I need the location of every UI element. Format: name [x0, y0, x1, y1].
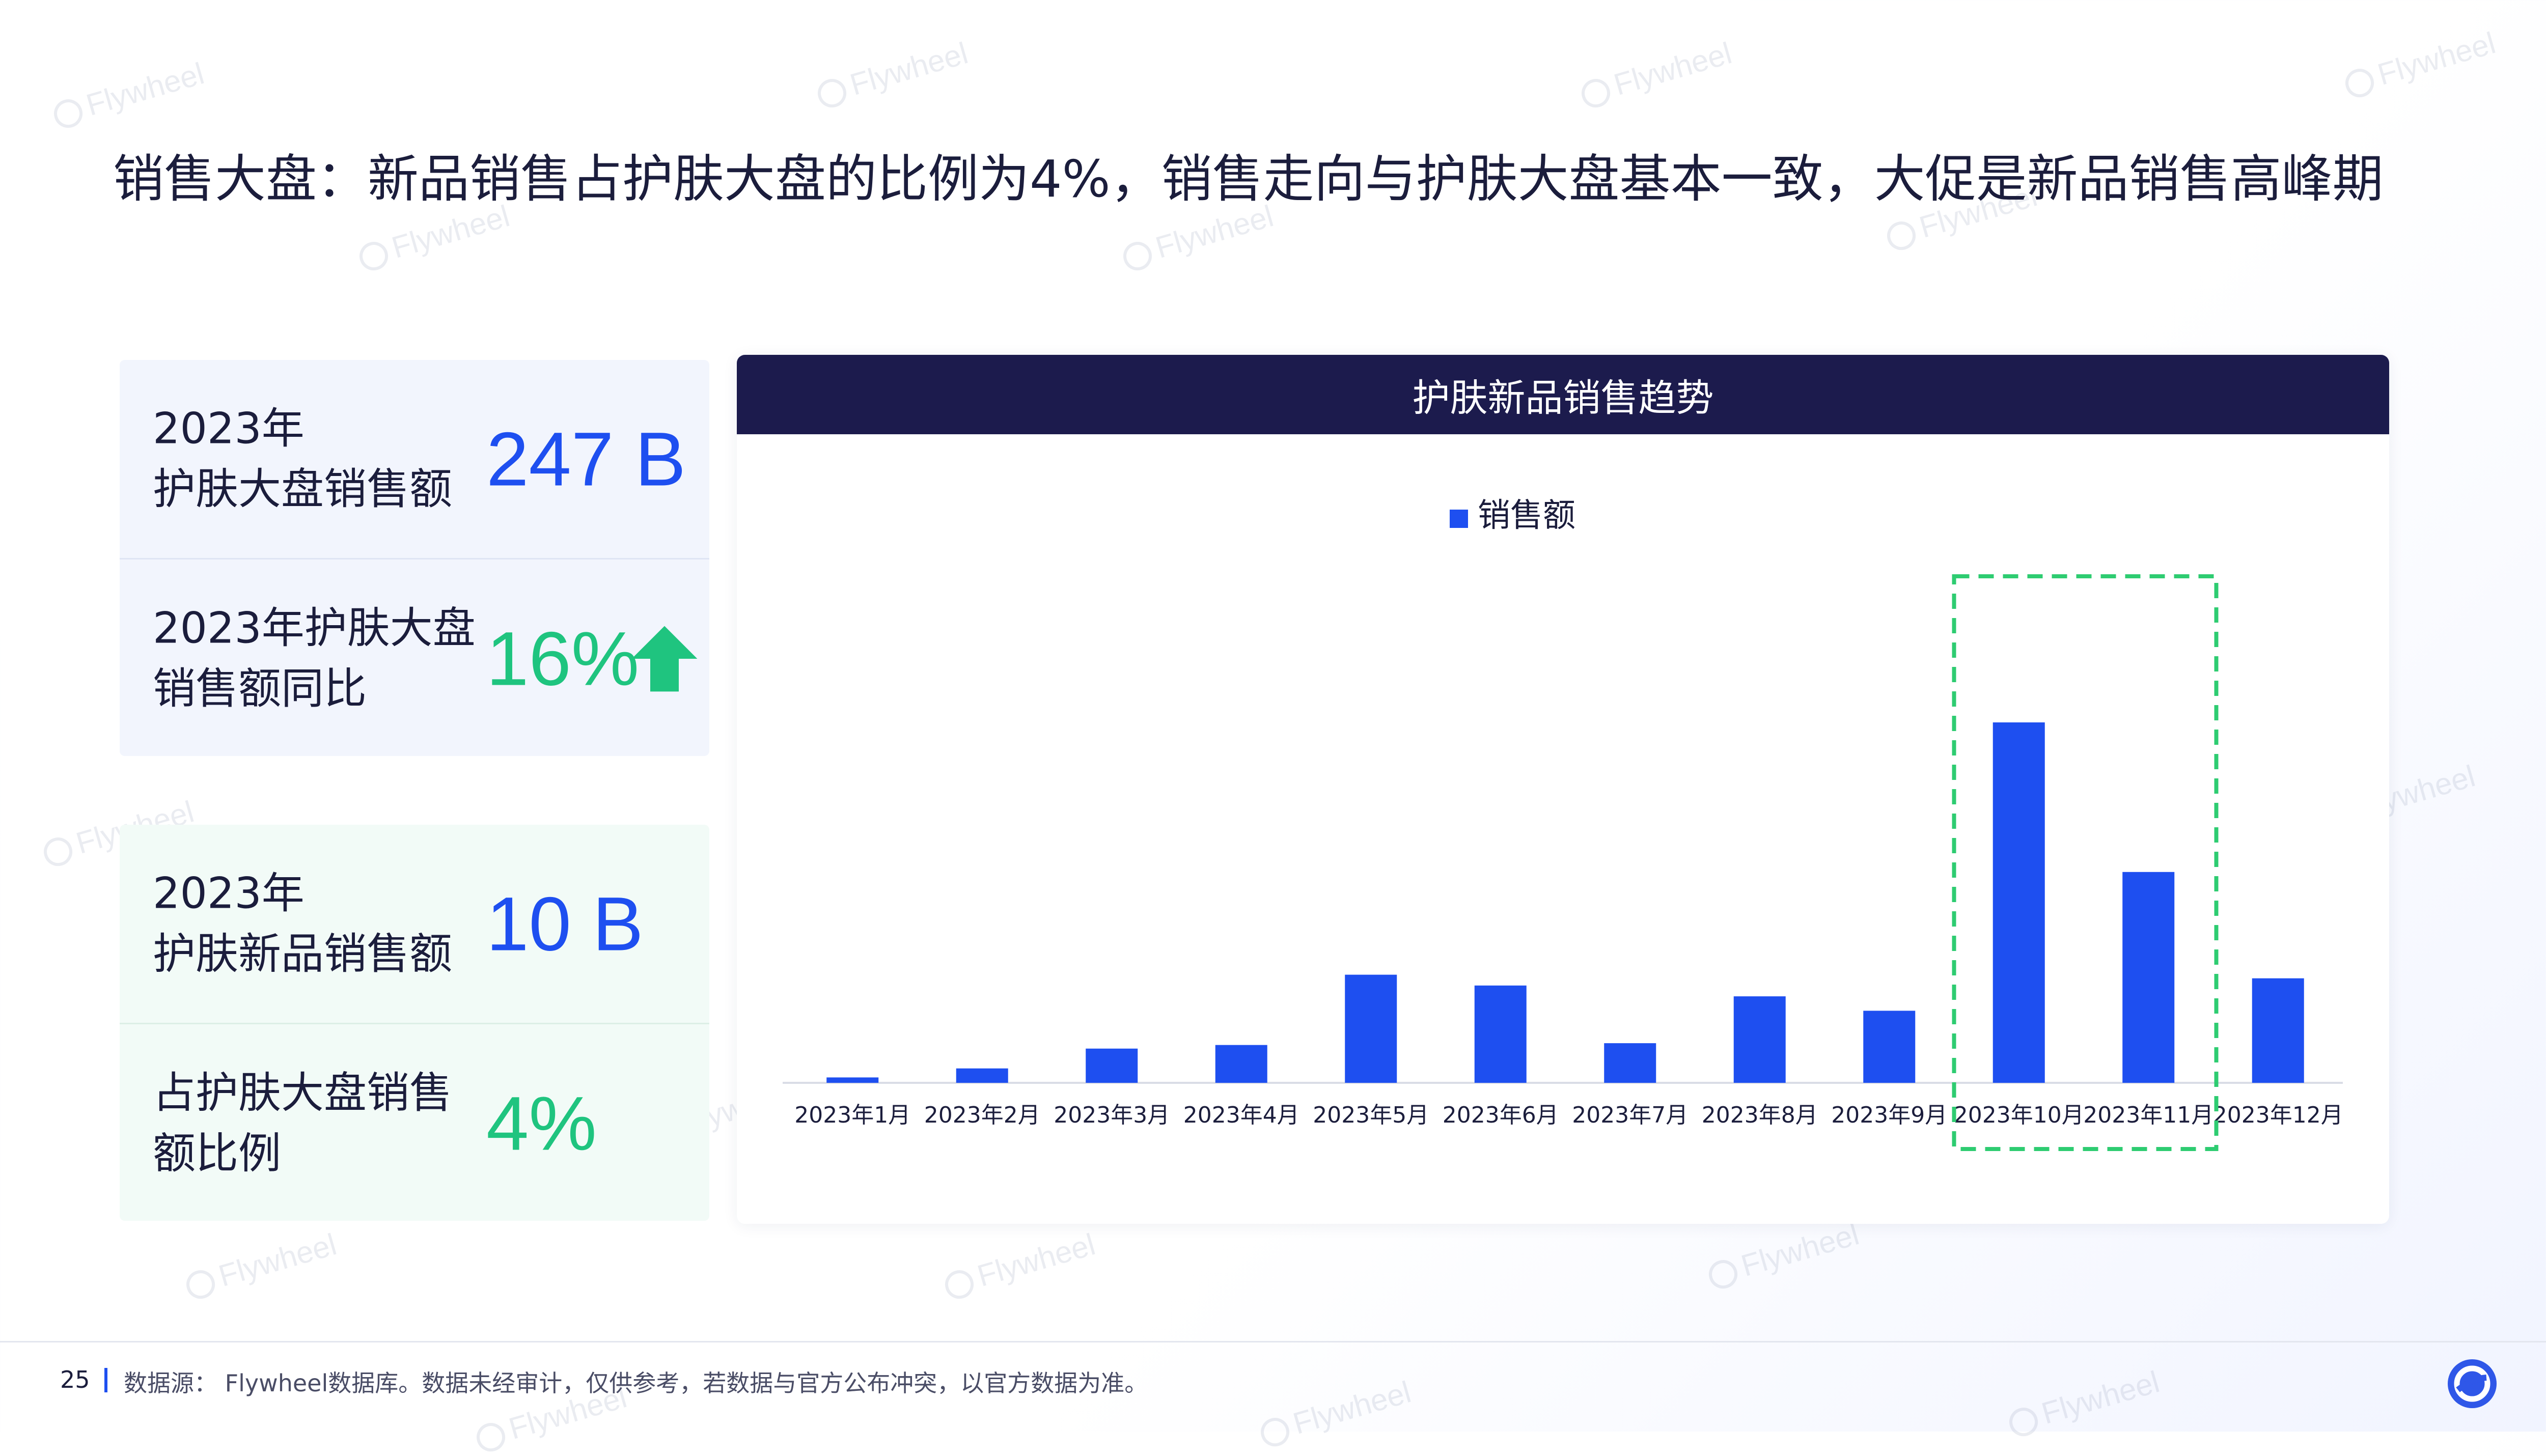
legend-swatch	[1450, 510, 1468, 528]
x-tick-label: 2023年9月	[1831, 1102, 1947, 1128]
watermark-text: Flywheel	[940, 1226, 1099, 1303]
x-tick-label: 2023年4月	[1183, 1102, 1299, 1128]
kpi-label: 2023年护肤大盘 销售额同比	[153, 603, 476, 714]
highlight-box	[1952, 574, 2219, 1151]
x-tick-label: 2023年7月	[1572, 1102, 1688, 1128]
bar-7	[1604, 1043, 1656, 1083]
chart-plot: 销售额 2023年1月 2023年2月 2023年3月 2023年4月 2023年5月 20…	[783, 497, 2343, 1151]
watermark-text: Flywheel	[813, 35, 972, 111]
watermark-text: Flywheel	[1704, 1216, 1863, 1293]
bar-6	[1474, 985, 1527, 1083]
kpi-market-yoy: 2023年护肤大盘 销售额同比 16%	[120, 558, 709, 758]
bar-9	[1863, 1011, 1916, 1083]
flywheel-logo-icon	[2448, 1359, 2497, 1408]
x-tick-label: 2023年3月	[1054, 1102, 1170, 1128]
watermark-text: Flywheel	[1576, 35, 1735, 111]
bar-10	[1992, 722, 2045, 1083]
watermark-text: Flywheel	[49, 55, 208, 132]
x-tick-label: 2023年2月	[924, 1102, 1040, 1128]
chart-panel: 护肤新品销售趋势 销售额 2023年1月 2023年2月 2023年3月 2023年4月…	[737, 355, 2389, 1224]
up-arrow-icon	[631, 626, 698, 691]
bar-12	[2252, 978, 2304, 1083]
watermark-text: Flywheel	[1256, 1374, 1415, 1450]
chart-title: 护肤新品销售趋势	[737, 355, 2389, 434]
x-tick-label: 2023年12月	[2213, 1102, 2343, 1128]
kpi-group-market: 2023年 护肤大盘销售额 247 B 2023年护肤大盘 销售额同比 16%	[120, 360, 709, 756]
bar-11	[2122, 872, 2175, 1083]
watermark-text: Flywheel	[2004, 1364, 2163, 1440]
bar-1	[826, 1077, 879, 1083]
kpi-value: 16%	[486, 615, 640, 701]
watermark-text: Flywheel	[181, 1226, 340, 1303]
kpi-label: 占护肤大盘销售 额比例	[153, 1068, 453, 1179]
kpi-new-share: 占护肤大盘销售 额比例 4%	[120, 1023, 709, 1222]
footer-divider	[0, 1341, 2546, 1342]
x-tick-label: 2023年8月	[1702, 1102, 1818, 1128]
page-number: 25	[60, 1366, 90, 1393]
chart-legend: 销售额	[1450, 497, 1575, 535]
footer-separator	[104, 1368, 107, 1392]
watermark-text: Flywheel	[2340, 25, 2499, 101]
x-tick-label: 2023年11月	[2083, 1102, 2213, 1128]
bar-3	[1086, 1048, 1138, 1083]
x-tick-label: 2023年6月	[1443, 1102, 1559, 1128]
kpi-value: 10 B	[486, 881, 644, 966]
bar-8	[1733, 996, 1786, 1083]
kpi-market-sales: 2023年 护肤大盘销售额 247 B	[120, 360, 709, 558]
kpi-value: 247 B	[486, 416, 686, 501]
bar-2	[956, 1068, 1008, 1083]
kpi-label: 2023年 护肤新品销售额	[153, 868, 453, 979]
x-tick-label: 2023年5月	[1313, 1102, 1429, 1128]
legend-label: 销售额	[1478, 497, 1575, 535]
bar-5	[1345, 974, 1397, 1083]
kpi-group-new-products: 2023年 护肤新品销售额 10 B 占护肤大盘销售 额比例 4%	[120, 825, 709, 1221]
x-tick-label: 2023年10月	[1954, 1102, 2084, 1128]
kpi-new-sales: 2023年 护肤新品销售额 10 B	[120, 825, 709, 1023]
page-title: 销售大盘：新品销售占护肤大盘的比例为4%，销售走向与护肤大盘基本一致，大促是新品…	[113, 149, 2384, 209]
kpi-label: 2023年 护肤大盘销售额	[153, 403, 453, 514]
kpi-value: 4%	[486, 1080, 597, 1166]
bar-4	[1215, 1045, 1267, 1083]
source-note: 数据源： Flywheel数据库。数据未经审计，仅供参考，若数据与官方公布冲突，…	[124, 1369, 1148, 1397]
x-tick-label: 2023年1月	[794, 1102, 910, 1128]
